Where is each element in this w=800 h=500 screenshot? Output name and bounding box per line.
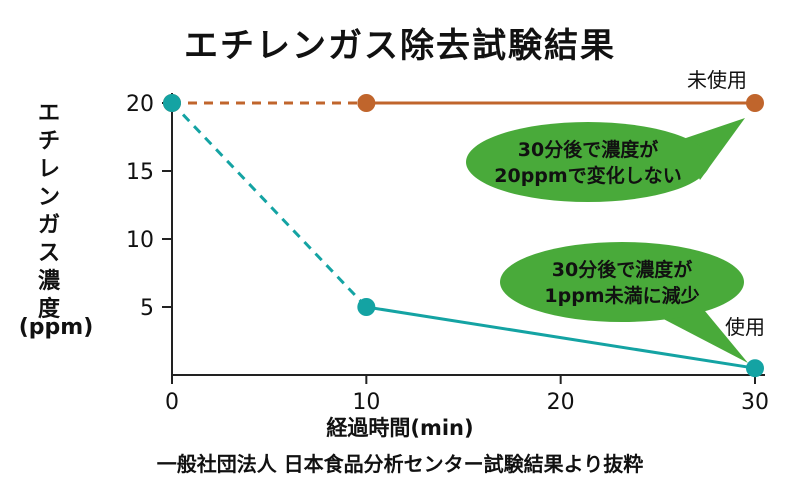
y-tick-label: 20	[126, 92, 154, 117]
source-note: 一般社団法人 日本食品分析センター試験結果より抜粋	[156, 452, 644, 476]
x-tick-label: 20	[547, 390, 575, 415]
y-tick-label: 15	[126, 160, 154, 185]
series-line-segment	[170, 101, 368, 309]
annotation-bubble	[466, 122, 710, 202]
data-point	[357, 94, 376, 112]
chart-title: エチレンガス除去試験結果	[184, 26, 616, 66]
y-axis-label: エチレンガス濃度	[37, 101, 60, 322]
x-tick-label: 10	[352, 390, 380, 415]
y-tick-label: 5	[140, 296, 154, 321]
data-point	[163, 94, 181, 112]
series-label: 未使用	[687, 68, 747, 92]
series-label: 使用	[725, 315, 765, 339]
x-tick-label: 30	[741, 390, 769, 415]
annotation-text: 1ppm未満に減少	[544, 284, 699, 307]
x-tick-label: 0	[165, 390, 179, 415]
annotation-bubble	[500, 242, 744, 322]
annotation-text: 30分後で濃度が	[552, 258, 692, 281]
annotation-bubble-tail	[650, 305, 748, 363]
annotation-text: 30分後で濃度が	[518, 138, 658, 161]
y-axis-unit: (ppm)	[18, 315, 94, 340]
data-point	[357, 298, 376, 316]
annotation-text: 20ppmで変化しない	[494, 164, 681, 187]
data-point	[746, 359, 764, 378]
series-line-segment	[366, 305, 756, 370]
data-point	[746, 94, 764, 112]
y-tick-label: 10	[126, 228, 154, 253]
x-axis-label: 経過時間(min)	[326, 416, 474, 440]
